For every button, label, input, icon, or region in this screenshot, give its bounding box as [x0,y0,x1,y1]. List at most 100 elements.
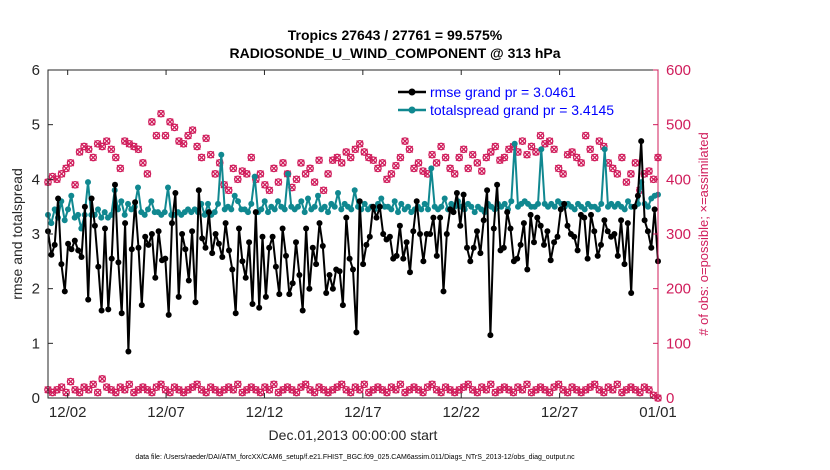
obs-count-point [500,153,509,162]
obs-assimilated-marker [622,178,631,186]
obs-assimilated-marker [365,153,373,162]
obs-count-point [125,380,134,389]
obs-assimilated-marker [211,386,219,394]
obs-possible-marker [613,170,622,178]
rmse-point [55,195,62,202]
obs-assimilated-marker [216,388,224,397]
spread-point [61,217,68,224]
rmse-point [403,239,410,246]
rmse-point [115,259,122,266]
rmse-point [564,222,571,229]
rmse-point [85,296,92,303]
obs-assimilated-marker [559,386,567,394]
spread-point [125,200,131,207]
rmse-point [457,222,464,229]
rmse-point [581,214,588,221]
spread-point [298,198,305,205]
obs-assimilated-marker [94,140,102,148]
rmse-point [195,187,202,194]
obs-possible-marker [595,137,604,145]
obs-possible-marker [270,164,278,173]
obs-count-point [197,153,206,162]
rmse-point [396,222,403,229]
rmse-point [246,239,253,246]
spread-point [421,200,428,207]
y-tick-label-right: 600 [666,62,691,79]
obs-possible-marker [378,159,387,167]
obs-assimilated-marker [306,164,314,173]
rmse-point [152,274,159,281]
obs-assimilated-marker [455,153,463,162]
obs-possible-marker [125,380,134,389]
spread-point [215,200,221,207]
rmse-point [339,302,346,309]
rmse-point [319,243,326,249]
obs-possible-marker [608,164,617,173]
obs-count-point [486,380,495,389]
rmse-point [417,231,423,237]
obs-count-point [608,164,617,173]
obs-possible-marker [116,164,125,173]
rmse-point [527,211,534,218]
spread-point [245,209,251,216]
spread-point [425,206,431,213]
obs-count-point [66,377,75,386]
rmse-point [112,181,118,188]
obs-possible-marker [66,159,75,167]
obs-assimilated-marker [297,159,305,167]
obs-count-point [545,137,554,145]
spread-point [98,214,105,221]
obs-assimilated-marker [500,383,509,391]
obs-assimilated-marker [573,153,581,162]
obs-assimilated-marker [333,153,341,162]
spread-point [625,198,631,205]
rmse-point [353,329,360,336]
obs-count-point [455,153,464,162]
rmse-point [209,250,216,257]
obs-count-point [93,388,102,397]
rmse-point [601,217,608,224]
obs-count-point [120,385,129,394]
obs-assimilated-marker [554,380,563,388]
obs-count-point [211,170,220,178]
rmse-point [296,272,303,278]
obs-assimilated-marker [582,386,590,394]
spread-point [571,206,578,213]
spread-point [351,187,358,194]
rmse-point [517,241,524,248]
spread-point [218,151,225,158]
obs-assimilated-marker [514,383,522,391]
rmse-point [524,266,531,273]
obs-assimilated-marker [523,151,531,159]
rmse-point [71,237,78,244]
obs-assimilated-marker [193,380,201,388]
obs-possible-marker [279,159,287,167]
rmse-point [185,277,192,284]
obs-count-point [432,385,441,394]
rmse-point [400,255,407,262]
obs-assimilated-marker [559,170,567,178]
obs-assimilated-marker [378,386,387,394]
obs-assimilated-marker [387,170,396,178]
obs-assimilated-marker [410,383,418,391]
rmse-point [450,209,457,216]
obs-assimilated-marker [234,380,242,388]
obs-assimilated-marker [586,383,594,391]
obs-assimilated-marker [609,164,617,173]
obs-possible-marker [152,131,161,140]
rmse-point [78,254,85,260]
rmse-point [58,261,65,268]
obs-possible-marker [179,139,188,148]
rmse-point [142,233,149,240]
obs-possible-marker [581,131,590,140]
rmse-point [514,255,521,262]
obs-count-point [148,388,156,397]
obs-assimilated-marker [261,181,269,189]
obs-count-point [473,159,482,167]
rmse-point [226,247,232,254]
obs-count-point [324,170,332,178]
rmse-point [474,228,480,235]
y-axis-label-left: rmse and totalspread [9,168,25,300]
rmse-point [205,209,212,216]
obs-possible-marker [645,385,653,394]
